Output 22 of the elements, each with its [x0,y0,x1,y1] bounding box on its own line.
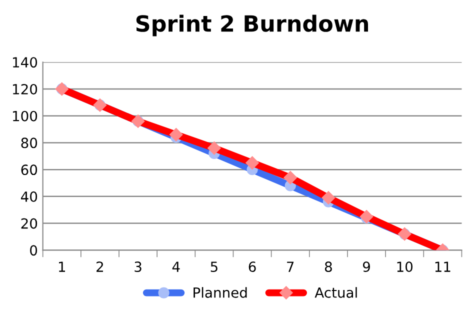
y-tick-label: 120 [12,84,38,94]
x-tick-label: 4 [172,262,180,272]
y-tick-label: 60 [21,164,38,176]
legend-label: Planned [194,287,247,298]
x-tick-label: 10 [397,262,413,272]
y-tick-label: 40 [20,191,38,202]
x-tick-label: 8 [324,262,332,272]
y-tick-label: 140 [12,57,38,68]
y-tick-label: 80 [21,138,38,148]
x-tick-label: 11 [435,262,450,272]
y-tick-label: 20 [21,218,38,229]
x-tick-label: 2 [96,262,103,272]
x-tick-label: 7 [287,262,294,272]
x-tick-label: 6 [248,262,256,272]
legend-label: Actual [314,287,357,298]
x-tick-label: 5 [210,262,218,272]
x-tick-label: 1 [58,262,66,272]
x-tick-label: 3 [134,262,142,272]
x-tick-label: 9 [362,262,370,272]
y-tick-label: 0 [30,245,38,256]
y-tick-label: 100 [12,110,38,122]
chart-title: Sprint 2 Burndown [136,14,368,36]
